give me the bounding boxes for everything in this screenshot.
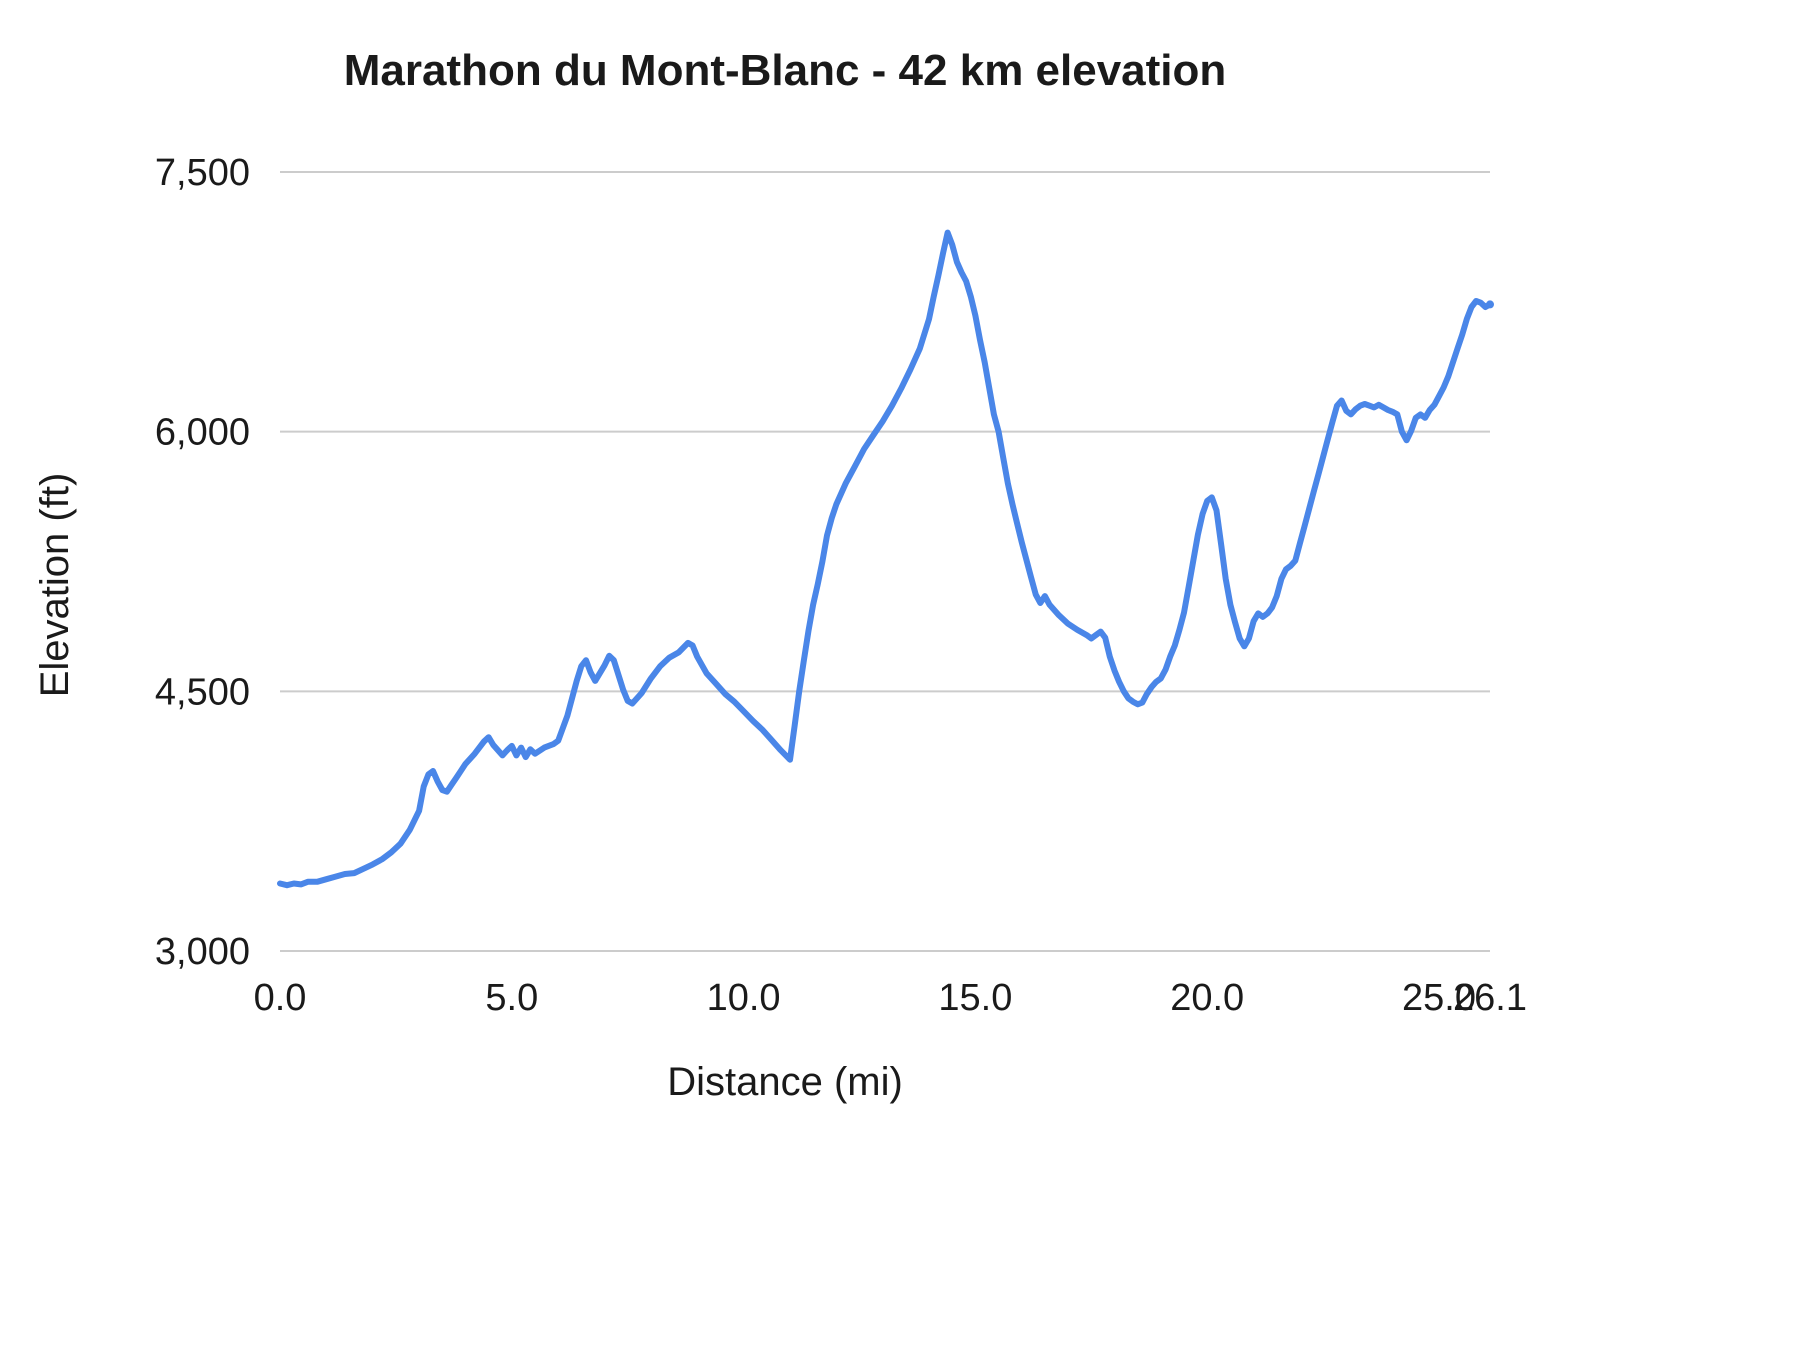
x-tick-label: 25.0 xyxy=(1402,977,1476,1019)
x-tick-label: 5.0 xyxy=(485,977,538,1019)
line-end-dot xyxy=(1486,300,1494,309)
y-axis-title: Elevation (ft) xyxy=(33,473,77,698)
y-tick-labels: 3,000 4,500 6,000 7,500 xyxy=(155,152,250,973)
y-tick-label: 4,500 xyxy=(155,671,250,713)
y-tick-label: 6,000 xyxy=(155,412,250,454)
x-tick-label: 0.0 xyxy=(254,977,307,1019)
elevation-line xyxy=(277,229,1493,889)
y-tick-label: 3,000 xyxy=(155,931,250,973)
chart-title: Marathon du Mont-Blanc - 42 km elevation xyxy=(344,46,1227,95)
y-tick-label: 7,500 xyxy=(155,152,250,194)
elevation-series xyxy=(277,229,1494,889)
x-axis-title: Distance (mi) xyxy=(667,1060,903,1104)
x-tick-label: 10.0 xyxy=(707,977,781,1019)
gridlines xyxy=(280,171,1490,952)
x-tick-labels: 0.0 5.0 10.0 15.0 20.0 25.026.1 xyxy=(254,977,1527,1019)
x-tick-label: 20.0 xyxy=(1170,977,1244,1019)
x-tick-label: 26.1 xyxy=(1453,977,1527,1019)
x-tick-label: 15.0 xyxy=(938,977,1012,1019)
